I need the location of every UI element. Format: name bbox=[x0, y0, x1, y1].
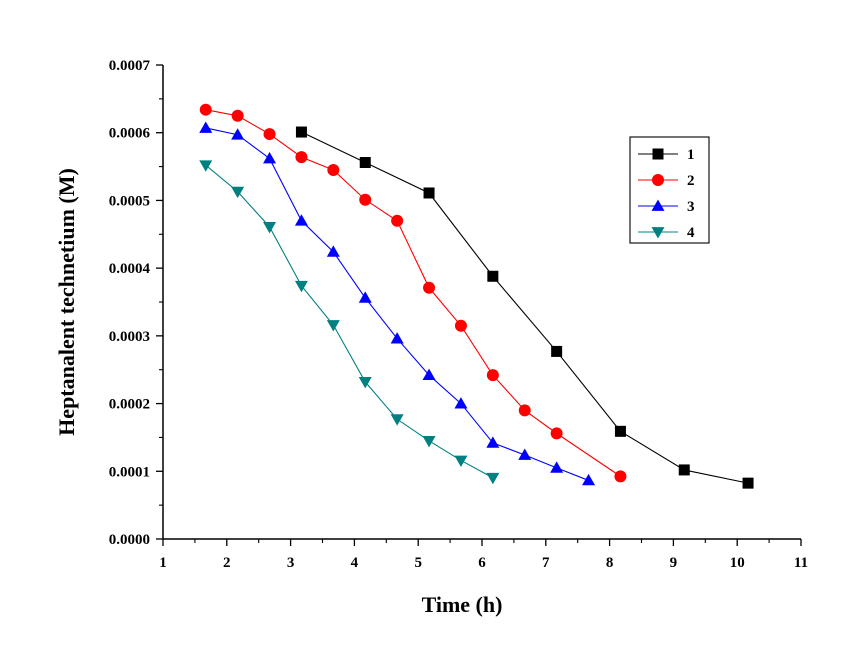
data-point bbox=[231, 128, 245, 140]
data-point bbox=[327, 163, 340, 176]
x-tick-label: 2 bbox=[223, 555, 231, 571]
x-tick-label: 5 bbox=[414, 555, 422, 571]
legend-marker-1 bbox=[652, 148, 664, 160]
y-tick-label: 0.0006 bbox=[109, 126, 151, 142]
series-line-1 bbox=[301, 131, 749, 484]
data-point bbox=[614, 470, 627, 483]
data-point bbox=[550, 427, 563, 440]
y-axis-title: Heptanalent technetium (M) bbox=[54, 168, 79, 436]
data-point bbox=[422, 435, 436, 448]
y-tick-label: 0.0003 bbox=[109, 329, 150, 345]
data-point bbox=[486, 472, 500, 485]
data-point bbox=[390, 332, 404, 344]
series-line-2 bbox=[205, 109, 621, 477]
data-point bbox=[518, 448, 532, 460]
x-tick-label: 3 bbox=[287, 555, 295, 571]
legend-marker-4 bbox=[651, 227, 665, 239]
x-tick-label: 9 bbox=[670, 555, 678, 571]
data-point bbox=[678, 464, 690, 476]
data-point bbox=[294, 280, 308, 293]
series-line-4 bbox=[205, 164, 494, 479]
data-point bbox=[454, 455, 468, 467]
data-point bbox=[263, 221, 277, 234]
data-point bbox=[422, 368, 436, 381]
y-tick-label: 0.0000 bbox=[109, 532, 150, 548]
x-axis-title: Time (h) bbox=[422, 592, 503, 617]
legend: 1 2 3 4 bbox=[629, 136, 710, 244]
data-point bbox=[390, 414, 404, 426]
y-tick-label: 0.0004 bbox=[109, 261, 151, 277]
data-point bbox=[199, 121, 213, 133]
series-line-3 bbox=[205, 127, 589, 481]
legend-label-3: 3 bbox=[687, 199, 695, 215]
x-tick-label: 7 bbox=[542, 555, 550, 571]
data-point bbox=[358, 377, 372, 389]
legend-label-1: 1 bbox=[687, 147, 695, 163]
data-point bbox=[423, 281, 436, 294]
data-point bbox=[486, 369, 499, 382]
legend-marker-2 bbox=[652, 174, 664, 186]
data-point bbox=[359, 157, 371, 169]
data-point bbox=[551, 345, 563, 357]
data-point bbox=[295, 126, 307, 138]
x-tick-label: 4 bbox=[351, 555, 359, 571]
data-point bbox=[454, 319, 467, 332]
data-point bbox=[423, 187, 435, 199]
data-point bbox=[263, 151, 277, 164]
data-point bbox=[518, 404, 531, 417]
legend-label-2: 2 bbox=[687, 173, 695, 189]
x-tick-label: 8 bbox=[606, 555, 614, 571]
data-point bbox=[742, 477, 754, 489]
data-point bbox=[391, 214, 404, 227]
data-point bbox=[326, 245, 340, 257]
data-point bbox=[199, 160, 213, 172]
y-tick-label: 0.0002 bbox=[109, 397, 150, 413]
x-tick-label: 6 bbox=[478, 555, 486, 571]
x-tick-label: 10 bbox=[730, 555, 745, 571]
y-tick-label: 0.0007 bbox=[109, 58, 151, 74]
legend-label-4: 4 bbox=[687, 225, 695, 241]
y-tick-label: 0.0005 bbox=[109, 193, 150, 209]
data-point bbox=[263, 128, 276, 141]
data-point bbox=[582, 473, 596, 486]
data-point bbox=[231, 186, 245, 199]
x-tick-label: 11 bbox=[794, 555, 808, 571]
data-point bbox=[294, 214, 308, 226]
data-point bbox=[487, 270, 499, 282]
legend-box bbox=[629, 136, 710, 244]
series-4 bbox=[199, 160, 500, 485]
data-point bbox=[454, 397, 468, 409]
y-tick-label: 0.0001 bbox=[109, 464, 150, 480]
series-1 bbox=[295, 126, 754, 489]
data-point bbox=[359, 193, 372, 206]
series-2 bbox=[199, 103, 627, 483]
x-tick-label: 1 bbox=[159, 555, 167, 571]
legend-marker-3 bbox=[651, 199, 665, 211]
axes: 1 2 3 4 5 6 7 8 9 10 11 0.0000 0.0001 0.0002 0.0003 0.0… bbox=[109, 58, 808, 571]
data-point bbox=[550, 461, 564, 473]
data-point bbox=[486, 436, 500, 448]
data-point bbox=[295, 151, 308, 164]
data-point bbox=[358, 291, 372, 303]
data-point bbox=[614, 425, 626, 437]
data-point bbox=[199, 103, 212, 116]
data-point bbox=[231, 109, 244, 122]
plot-series bbox=[199, 103, 754, 489]
data-point bbox=[326, 320, 340, 332]
series-3 bbox=[199, 121, 596, 486]
